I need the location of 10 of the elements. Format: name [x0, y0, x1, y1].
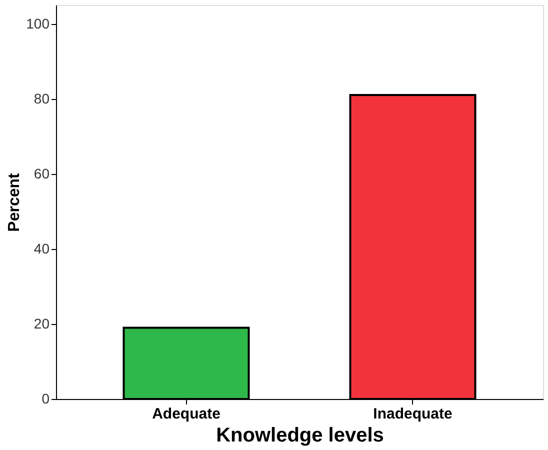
y-tick-label: 60 [34, 165, 50, 182]
y-tick-label: 0 [42, 390, 50, 406]
y-tick-label: 100 [26, 15, 50, 32]
x-axis-title: Knowledge levels [216, 424, 384, 446]
x-tick-label: Inadequate [373, 406, 452, 422]
x-tick-label: Adequate [152, 406, 220, 422]
y-tick-label: 40 [34, 240, 50, 256]
y-axis-title: Percent [6, 172, 24, 232]
y-tick-label: 80 [34, 90, 50, 106]
y-tick-label: 20 [34, 315, 50, 332]
